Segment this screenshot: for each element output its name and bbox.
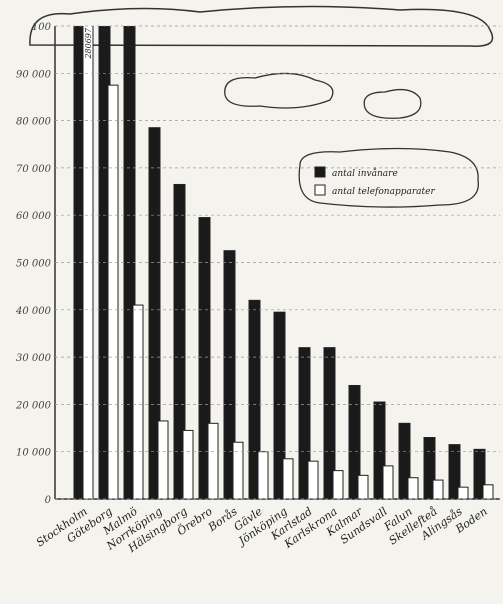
legend-swatch — [314, 166, 326, 178]
bar — [198, 217, 211, 499]
bar — [248, 299, 261, 499]
bar — [307, 460, 319, 499]
bar — [107, 84, 119, 499]
bar — [423, 437, 436, 499]
bar — [348, 384, 361, 499]
value-label: 280697 — [84, 27, 93, 59]
bar — [223, 250, 236, 499]
bar — [373, 401, 386, 499]
bar — [257, 451, 269, 499]
bar — [182, 429, 194, 499]
bar — [432, 479, 444, 499]
bar — [407, 477, 419, 499]
cloud — [363, 88, 422, 119]
y-tick-label: 0 — [45, 495, 52, 506]
bar — [82, 26, 94, 499]
bar — [323, 347, 336, 499]
y-tick-label: 50 000 — [16, 259, 52, 270]
y-tick-label: 30 000 — [16, 353, 52, 364]
y-tick-label: 80 000 — [16, 117, 52, 128]
y-tick-label: 40 000 — [15, 306, 52, 317]
cloud — [224, 72, 334, 109]
bar — [357, 474, 369, 499]
bar — [207, 422, 219, 499]
y-tick-label: 10 000 — [16, 448, 52, 459]
legend-swatch — [314, 184, 326, 196]
legend-box — [298, 147, 479, 208]
bar — [157, 420, 169, 499]
value-label: 671601 — [76, 28, 85, 59]
bar — [448, 444, 461, 499]
bar — [473, 448, 486, 499]
legend-label: antal invånare — [332, 167, 398, 179]
legend-label: antal telefonapparater — [332, 187, 435, 197]
bar — [457, 486, 469, 499]
bar — [382, 465, 394, 499]
value-label: 315474 — [101, 28, 110, 59]
bar — [282, 458, 294, 499]
bar — [232, 441, 244, 499]
y-tick-label: 70 000 — [16, 164, 52, 175]
bar — [173, 183, 186, 499]
y-tick-label: 60 000 — [16, 211, 52, 222]
y-tick-label: 20 000 — [15, 400, 52, 411]
bar — [273, 311, 286, 499]
value-label: 171158 — [126, 28, 135, 59]
bar — [298, 347, 311, 499]
bar — [332, 470, 344, 499]
bar — [132, 304, 144, 499]
bar — [148, 127, 161, 499]
bar — [482, 484, 494, 499]
y-tick-label: 90 000 — [16, 69, 52, 80]
y-tick-label: 100 — [32, 22, 52, 33]
bar — [398, 422, 411, 499]
